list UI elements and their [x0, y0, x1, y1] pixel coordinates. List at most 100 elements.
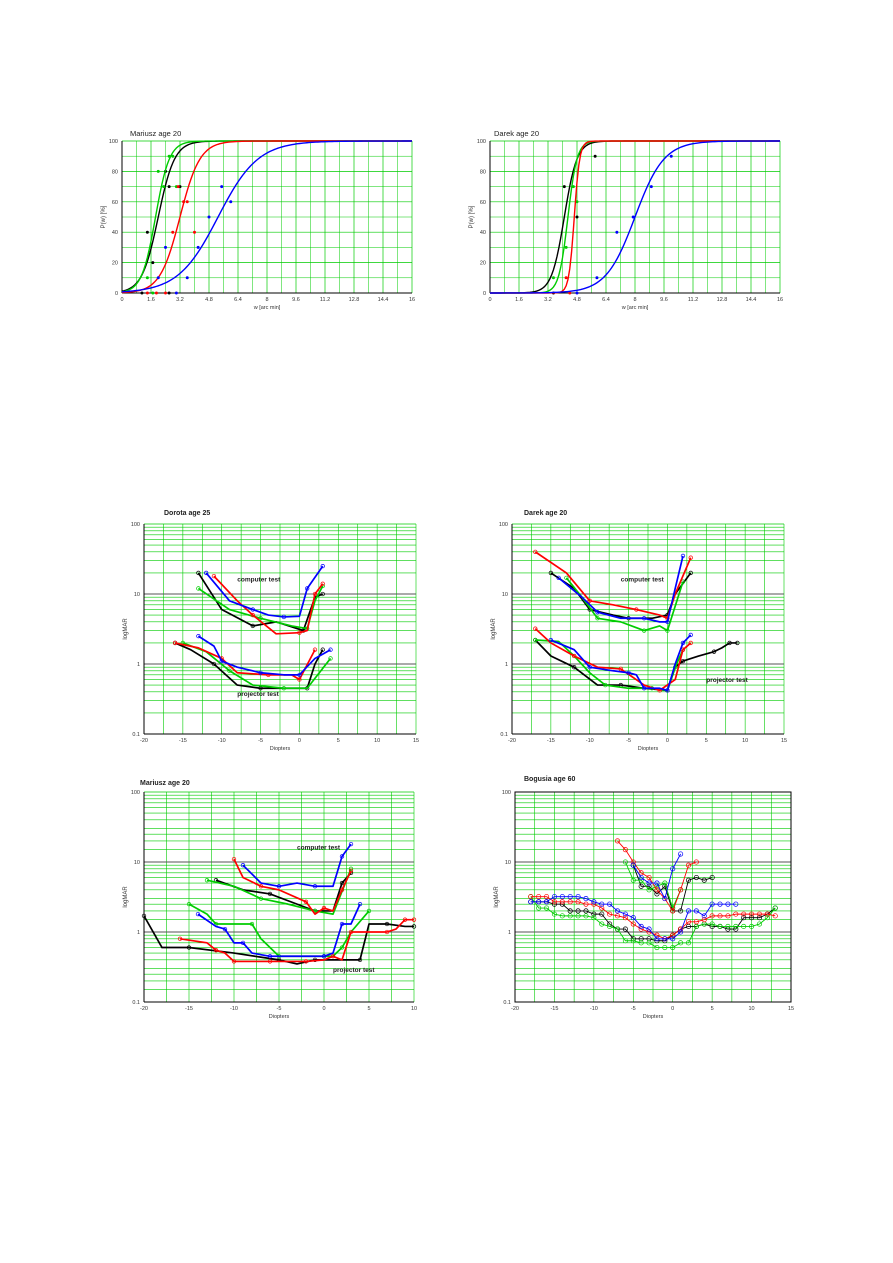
data-point [717, 901, 723, 907]
data-point [670, 944, 676, 951]
series-blue-projector-test [528, 894, 739, 942]
x-tick-label: 10 [742, 738, 748, 744]
series-line-red [233, 858, 352, 915]
data-point [204, 570, 209, 576]
data-point [564, 245, 568, 249]
data-point [638, 874, 644, 881]
y-tick-label: 0.1 [503, 1000, 511, 1006]
series-line-blue [197, 903, 361, 958]
data-point [638, 883, 644, 889]
data-point [583, 913, 589, 919]
x-tick-label: 10 [749, 1006, 755, 1012]
data-point [339, 921, 345, 927]
data-point [250, 623, 255, 629]
data-point [551, 276, 555, 280]
data-point [587, 665, 592, 670]
y-tick-label: 80 [480, 169, 486, 175]
data-point [662, 936, 668, 942]
chart-title: Darek age 20 [494, 129, 539, 138]
data-point [162, 185, 166, 189]
data-point [196, 633, 201, 639]
data-point [543, 894, 550, 900]
data-point [665, 688, 670, 693]
annotation-computer-test: computer test [237, 577, 281, 584]
y-tick-label: 0 [483, 291, 486, 297]
series-red-projector-test [177, 917, 417, 964]
x-tick-label: 12.8 [349, 297, 360, 303]
data-point [614, 913, 621, 919]
chart-title: Dorota age 25 [164, 510, 210, 517]
data-point [764, 915, 770, 921]
data-point [685, 919, 692, 925]
y-tick-label: 100 [502, 790, 511, 796]
data-point [646, 940, 652, 946]
y-axis-label: P(w) [%] [101, 205, 107, 228]
data-point [297, 672, 302, 677]
data-point [328, 647, 333, 652]
y-tick-label: 1 [508, 930, 511, 936]
data-point [204, 878, 210, 883]
data-point [567, 913, 573, 919]
series-red-computer-test [211, 573, 325, 635]
data-point [567, 908, 573, 914]
chart-title: Darek age 20 [524, 510, 567, 517]
x-tick-label: 15 [781, 738, 787, 744]
x-tick-label: 3.2 [176, 297, 184, 303]
data-point [156, 276, 160, 280]
data-point [222, 926, 228, 932]
data-point [240, 940, 246, 945]
data-point [556, 575, 561, 581]
data-point [303, 959, 309, 964]
data-point [649, 185, 653, 189]
series-blue [121, 140, 412, 295]
data-point [172, 640, 178, 646]
x-tick-label: 0 [120, 297, 123, 303]
x-tick-label: -10 [590, 1006, 598, 1012]
series-line-blue [632, 853, 681, 900]
data-point [670, 936, 676, 942]
y-tick-label: 100 [109, 139, 118, 145]
data-point [348, 866, 354, 871]
data-point [622, 847, 628, 853]
data-point [685, 862, 692, 868]
series-line-green [197, 585, 324, 630]
data-point [145, 291, 149, 295]
data-point [339, 854, 345, 859]
chart-logmar-darek: Darek age 20 -20 -15 -10 -5 0 5 10 15 0.1 1 10 100 Di… [491, 510, 787, 752]
data-point [756, 915, 763, 921]
x-tick-label: 14.4 [378, 297, 389, 303]
x-tick-label: -20 [508, 738, 516, 744]
data-point [575, 899, 581, 905]
data-point [646, 880, 652, 886]
series-red-computer-test [614, 838, 699, 914]
data-point [167, 185, 171, 189]
series-red-projector-test [533, 626, 693, 693]
data-point [543, 905, 550, 911]
data-point [559, 894, 565, 900]
data-point [654, 887, 660, 893]
data-point [193, 230, 196, 234]
data-point [638, 940, 644, 946]
y-tick-label: 100 [131, 522, 140, 528]
data-point [591, 899, 597, 905]
data-point [749, 911, 755, 917]
y-tick-label: 10 [505, 860, 511, 866]
data-point [211, 661, 217, 667]
y-tick-label: 10 [134, 860, 140, 866]
x-axis-label: Diopters [643, 1014, 664, 1020]
data-point [196, 586, 201, 591]
data-point [220, 185, 224, 189]
data-point [564, 276, 568, 280]
data-point [622, 938, 628, 944]
fit-curve-blue [490, 140, 780, 294]
data-point [693, 908, 699, 914]
data-point [548, 570, 554, 576]
y-tick-label: 40 [112, 230, 118, 236]
data-point [411, 924, 417, 929]
series-line-red [213, 575, 324, 635]
data-point [749, 923, 755, 930]
x-tick-label: 5 [337, 738, 340, 744]
data-point [680, 640, 686, 646]
data-point [384, 929, 390, 935]
data-point [756, 911, 763, 917]
